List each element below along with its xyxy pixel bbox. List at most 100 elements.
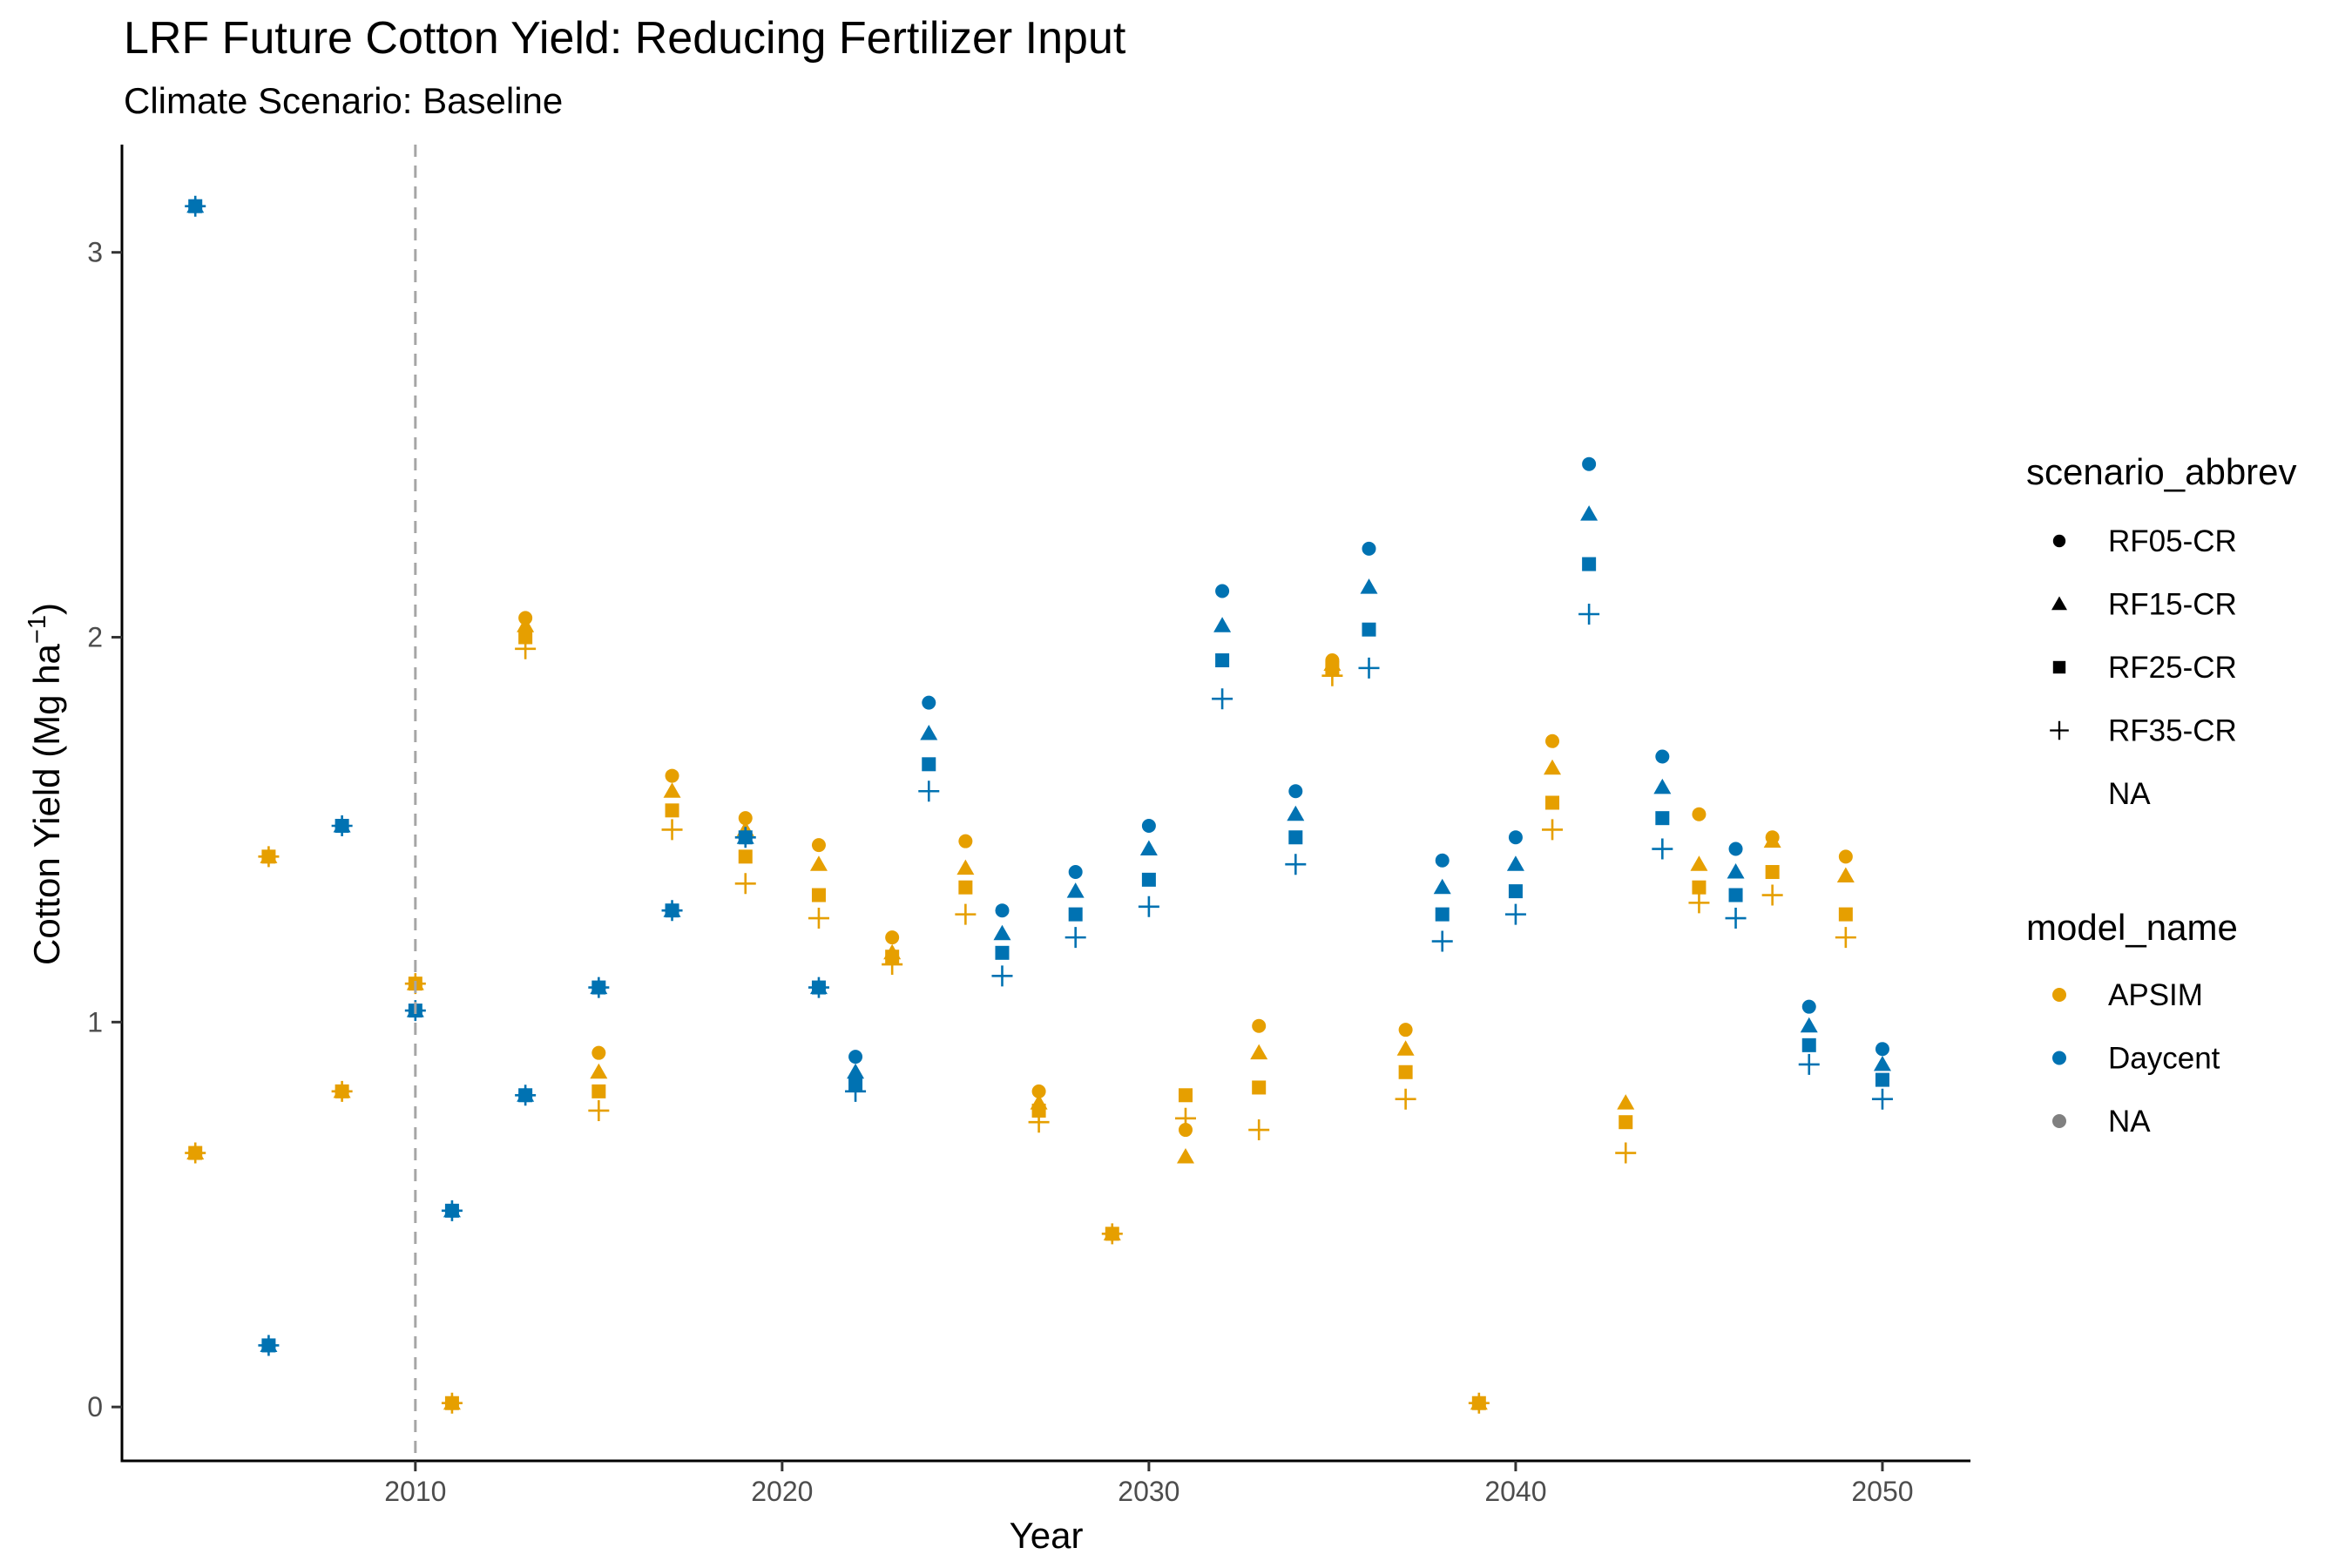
- data-point-apsim-rf05-cr: [1692, 807, 1707, 821]
- data-point-apsim-rf15-cr: [663, 782, 681, 798]
- legend-shape-label: RF05-CR: [2108, 524, 2237, 558]
- data-point-daycent-rf05-cr: [518, 1088, 533, 1103]
- data-point-apsim-rf05-cr: [261, 849, 276, 864]
- data-point-daycent-rf35-cr: [1212, 688, 1233, 710]
- legend-shape-key: [2052, 534, 2066, 548]
- data-point-daycent-rf05-cr: [848, 1050, 863, 1064]
- y-axis-label-main: Cotton Yield (Mg ha: [26, 643, 67, 965]
- data-point-apsim-rf05-cr: [335, 1084, 349, 1098]
- legend: scenario_abbrev RF05-CR RF15-CR RF25-CR RF35…: [2026, 451, 2297, 1139]
- legend-shape-label: RF15-CR: [2108, 588, 2237, 622]
- data-point-daycent-rf05-cr: [1582, 456, 1597, 471]
- data-point-daycent-rf15-cr: [1066, 882, 1085, 898]
- data-point-apsim-rf05-cr: [1178, 1123, 1193, 1138]
- data-point-apsim-rf35-cr: [588, 1099, 610, 1121]
- data-point-daycent-rf35-cr: [1725, 908, 1747, 929]
- y-tick-label: 0: [87, 1391, 103, 1423]
- data-point-apsim-rf15-cr: [1030, 1094, 1048, 1110]
- data-point-daycent-rf05-cr: [1288, 784, 1303, 799]
- data-point-apsim-rf25-cr: [591, 1084, 606, 1098]
- data-point-apsim-rf25-cr: [1545, 795, 1560, 810]
- data-point-daycent-rf05-cr: [738, 830, 753, 845]
- x-tick-label: 2050: [1851, 1476, 1913, 1507]
- y-tick-label: 1: [87, 1006, 103, 1037]
- data-point-apsim-rf35-cr: [1615, 1142, 1637, 1164]
- data-point-daycent-rf05-cr: [188, 199, 203, 213]
- data-point-apsim-rf25-cr: [518, 630, 533, 645]
- data-point-daycent-rf25-cr: [1141, 872, 1156, 887]
- data-point-daycent-rf15-cr: [1360, 578, 1378, 594]
- data-point-daycent-rf35-cr: [1138, 896, 1159, 917]
- data-point-daycent-rf25-cr: [1508, 884, 1523, 899]
- data-point-apsim-rf15-cr: [590, 1063, 608, 1079]
- data-point-daycent-rf25-cr: [1655, 811, 1670, 826]
- data-point-apsim-rf25-cr: [1178, 1088, 1193, 1103]
- data-point-apsim-rf15-cr: [1176, 1147, 1194, 1164]
- data-point-daycent-rf25-cr: [1875, 1072, 1889, 1087]
- data-point-apsim-rf35-cr: [661, 819, 683, 841]
- data-point-apsim-rf35-cr: [1835, 927, 1856, 949]
- data-point-apsim-rf15-cr: [1617, 1094, 1635, 1110]
- data-point-daycent-rf15-cr: [1580, 505, 1598, 521]
- data-point-daycent-rf05-cr: [1362, 541, 1376, 556]
- data-point-apsim-rf35-cr: [955, 903, 977, 925]
- data-point-apsim-rf35-cr: [1761, 884, 1783, 906]
- data-point-daycent-rf35-cr: [1064, 927, 1086, 949]
- x-tick-label: 2020: [751, 1476, 813, 1507]
- data-point-apsim-rf05-cr: [591, 1045, 606, 1060]
- data-point-daycent-rf35-cr: [918, 781, 940, 802]
- data-point-apsim-rf05-cr: [1252, 1018, 1267, 1033]
- data-point-apsim-rf25-cr: [1765, 865, 1780, 880]
- data-point-daycent-rf25-cr: [1801, 1037, 1816, 1052]
- data-point-daycent-rf15-cr: [1433, 878, 1451, 895]
- data-point-daycent-rf15-cr: [1287, 805, 1305, 821]
- data-points: [185, 195, 1893, 1414]
- x-tick-label: 2030: [1118, 1476, 1179, 1507]
- data-point-apsim-rf15-cr: [1836, 867, 1855, 882]
- data-point-daycent-rf05-cr: [1728, 841, 1743, 856]
- data-point-apsim-rf25-cr: [958, 880, 973, 895]
- data-point-daycent-rf05-cr: [335, 819, 349, 834]
- legend-color-key: [2052, 988, 2066, 1002]
- data-point-apsim-rf05-cr: [885, 930, 900, 945]
- data-point-daycent-rf35-cr: [1578, 604, 1600, 625]
- data-point-daycent-rf05-cr: [995, 903, 1010, 918]
- x-tick-label: 2010: [384, 1476, 446, 1507]
- chart-subtitle: Climate Scenario: Baseline: [124, 80, 564, 121]
- data-point-apsim-rf05-cr: [1471, 1396, 1486, 1410]
- legend-color-label: NA: [2108, 1105, 2151, 1139]
- data-point-daycent-rf15-cr: [847, 1063, 865, 1079]
- y-axis-label-close: ): [26, 603, 67, 615]
- data-point-daycent-rf25-cr: [1728, 888, 1743, 902]
- data-point-daycent-rf15-cr: [1506, 855, 1524, 871]
- data-point-apsim-rf25-cr: [665, 803, 679, 818]
- data-point-daycent-rf05-cr: [1068, 865, 1083, 880]
- data-point-daycent-rf35-cr: [1358, 657, 1380, 679]
- data-point-daycent-rf15-cr: [993, 924, 1011, 941]
- data-point-daycent-rf15-cr: [1213, 617, 1232, 632]
- data-point-apsim-rf15-cr: [1690, 855, 1708, 871]
- data-point-daycent-rf25-cr: [1215, 653, 1230, 668]
- data-point-apsim-rf25-cr: [738, 849, 753, 864]
- data-point-apsim-rf35-cr: [1395, 1088, 1416, 1110]
- legend-shape-key: [2051, 596, 2067, 611]
- x-axis-label: Year: [1010, 1515, 1084, 1556]
- data-point-daycent-rf15-cr: [1727, 863, 1745, 879]
- data-point-apsim-rf25-cr: [1692, 880, 1707, 895]
- data-point-daycent-rf15-cr: [1139, 840, 1158, 856]
- data-point-apsim-rf05-cr: [1398, 1023, 1413, 1037]
- data-point-apsim-rf25-cr: [1252, 1080, 1267, 1095]
- data-point-apsim-rf05-cr: [444, 1396, 459, 1410]
- axes: 2010 2020 2030 2040 2050 0 1 2 3: [87, 145, 1970, 1507]
- data-point-apsim-rf05-cr: [1105, 1227, 1119, 1241]
- data-point-apsim-rf05-cr: [1765, 830, 1780, 845]
- data-point-apsim-rf05-cr: [1838, 849, 1853, 864]
- data-point-daycent-rf05-cr: [1435, 853, 1450, 868]
- data-point-daycent-rf35-cr: [1285, 854, 1307, 875]
- data-point-apsim-rf05-cr: [958, 834, 973, 848]
- legend-shape-key: [2052, 660, 2066, 674]
- data-point-daycent-rf05-cr: [922, 695, 936, 710]
- y-axis-label-superscript: −1: [24, 615, 51, 644]
- data-point-daycent-rf25-cr: [922, 757, 936, 772]
